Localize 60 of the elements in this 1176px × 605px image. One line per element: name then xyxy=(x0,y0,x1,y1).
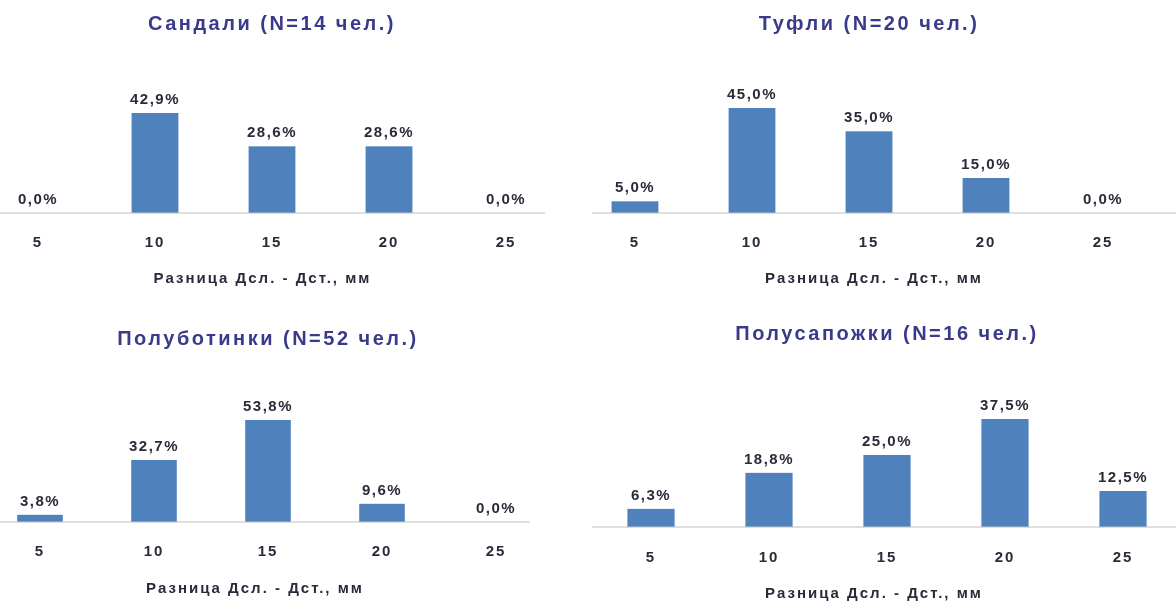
x-tick-label: 20 xyxy=(378,233,400,250)
data-label: 53,8% xyxy=(242,397,294,414)
x-tick-label: 10 xyxy=(758,548,780,565)
x-tick-label: 10 xyxy=(144,233,166,250)
data-label: 18,8% xyxy=(743,449,795,467)
x-tick-label: 20 xyxy=(994,548,1016,565)
x-axis-title: Разница Дсл. - Дст., мм xyxy=(146,579,364,596)
x-tick-label: 5 xyxy=(645,548,657,565)
x-tick-label: 25 xyxy=(485,542,507,559)
x-axis-title: Разница Дсл. - Дст., мм xyxy=(153,269,372,286)
data-label: 9,6% xyxy=(361,480,403,498)
data-label: 5,0% xyxy=(614,178,656,196)
data-label: 0,0% xyxy=(475,499,517,516)
data-label: 37,5% xyxy=(979,396,1031,413)
x-tick-label: 15 xyxy=(858,233,880,250)
data-label: 28,6% xyxy=(246,123,298,141)
x-tick-label: 25 xyxy=(1092,233,1114,250)
bar xyxy=(131,460,177,522)
bar xyxy=(1099,491,1147,527)
data-label: 35,0% xyxy=(843,108,895,126)
bar xyxy=(627,508,675,527)
x-tick-label: 15 xyxy=(876,548,898,565)
bar xyxy=(611,201,659,213)
bar xyxy=(863,455,911,527)
x-tick-label: 25 xyxy=(495,233,517,250)
x-axis-title: Разница Дсл. - Дст., мм xyxy=(765,269,983,286)
data-label: 32,7% xyxy=(128,437,180,454)
chart-title: Сандали (N=14 чел.) xyxy=(147,12,397,34)
bar xyxy=(745,472,793,527)
bar xyxy=(962,178,1010,213)
bar xyxy=(359,503,405,522)
x-tick-label: 20 xyxy=(371,542,393,559)
data-label: 0,0% xyxy=(1082,190,1124,207)
x-tick-label: 10 xyxy=(741,233,763,250)
x-axis-title: Разница Дсл. - Дст., мм xyxy=(765,584,983,601)
data-label: 25,0% xyxy=(861,432,913,449)
x-tick-label: 15 xyxy=(257,542,279,559)
chart-title: Полусапожки (N=16 чел.) xyxy=(735,322,1039,344)
data-label: 42,9% xyxy=(129,90,181,107)
data-label: 6,3% xyxy=(630,485,672,503)
bar xyxy=(845,131,893,213)
x-tick-label: 15 xyxy=(261,233,283,250)
x-tick-label: 5 xyxy=(629,233,641,250)
chart-title: Туфли (N=20 чел.) xyxy=(758,12,980,34)
data-label: 28,6% xyxy=(363,123,415,141)
bar xyxy=(981,419,1029,527)
x-tick-label: 20 xyxy=(975,233,997,250)
data-label: 3,8% xyxy=(19,491,61,509)
data-label: 0,0% xyxy=(485,190,527,207)
data-label: 0,0% xyxy=(17,190,59,207)
x-tick-label: 5 xyxy=(34,542,46,559)
bar xyxy=(728,108,776,213)
chart-title: Полуботинки (N=52 чел.) xyxy=(117,327,419,349)
bar xyxy=(245,420,291,522)
x-tick-label: 25 xyxy=(1112,548,1134,565)
data-label: 12,5% xyxy=(1097,468,1149,485)
data-label: 15,0% xyxy=(960,155,1012,172)
x-tick-label: 10 xyxy=(143,542,165,559)
data-label: 45,0% xyxy=(726,85,778,102)
x-tick-label: 5 xyxy=(32,233,44,250)
